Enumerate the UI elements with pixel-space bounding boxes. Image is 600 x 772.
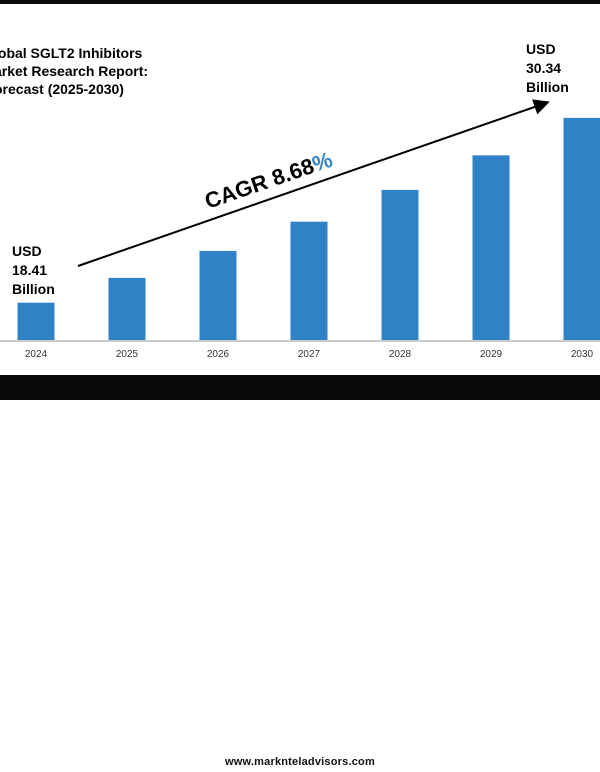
cagr-text: CAGR 8.68 (201, 153, 317, 214)
bar-2027 (291, 222, 328, 340)
bar-chart: 2024 2025 2026 2027 2028 2029 2030 CAGR 8.68% (0, 0, 600, 375)
cagr-annotation: CAGR 8.68% (201, 147, 335, 214)
footer-pill: www.marknteladvisors.com (200, 752, 400, 772)
bar-2026 (200, 251, 237, 340)
bar-2028 (382, 190, 419, 340)
start-value-callout: USD 18.41 Billion (12, 242, 55, 299)
end-value-callout: USD 30.34 Billion (526, 40, 569, 97)
x-tick-label-2027: 2027 (298, 349, 321, 360)
bar-2029 (473, 155, 510, 340)
x-tick-label-2028: 2028 (389, 349, 412, 360)
x-tick-label-2026: 2026 (207, 349, 230, 360)
end-currency: USD (526, 40, 569, 59)
x-tick-label-2029: 2029 (480, 349, 503, 360)
start-currency: USD (12, 242, 55, 261)
x-tick-label-2030: 2030 (571, 349, 594, 360)
footer-bar: www.marknteladvisors.com (0, 375, 600, 400)
website-link[interactable]: www.marknteladvisors.com (225, 756, 375, 768)
bars-group (18, 118, 600, 340)
x-tick-label-2025: 2025 (116, 349, 139, 360)
x-tick-label-2024: 2024 (25, 349, 48, 360)
end-value: 30.34 (526, 59, 569, 78)
bar-2030 (564, 118, 600, 340)
bar-2025 (109, 278, 146, 340)
bar-2024 (18, 303, 55, 340)
start-value: 18.41 (12, 261, 55, 280)
end-unit: Billion (526, 78, 569, 97)
start-unit: Billion (12, 280, 55, 299)
x-tick-labels: 2024 2025 2026 2027 2028 2029 2030 (25, 349, 594, 360)
